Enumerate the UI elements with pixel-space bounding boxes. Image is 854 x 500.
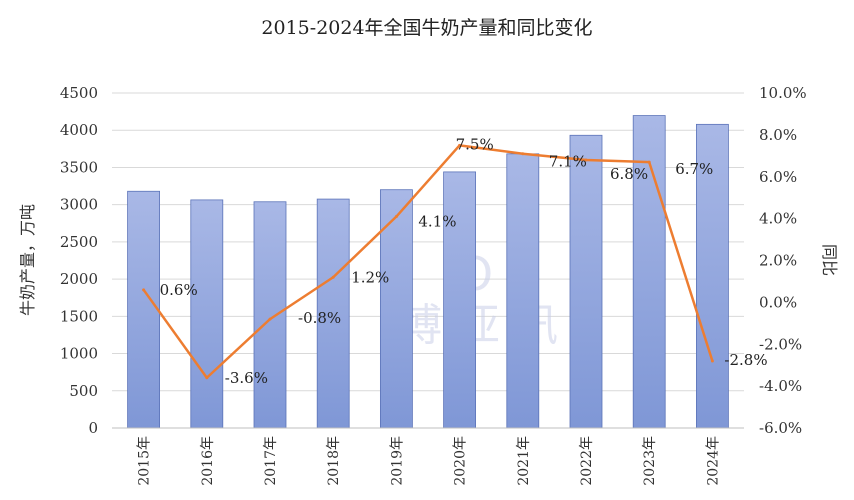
y2-tick-label: -2.0% [759, 335, 802, 353]
line-series [142, 143, 714, 380]
data-label: 1.2% [351, 268, 389, 286]
y2-tick-label: 6.0% [759, 168, 797, 186]
data-label: -3.6% [225, 369, 268, 387]
y2-tick-label: 0.0% [759, 293, 797, 311]
y2-tick-label: -4.0% [759, 377, 802, 395]
x-tick-label: 2024年 [705, 436, 721, 486]
y2-axis-title: 同比 [820, 244, 839, 276]
y-tick-label: 1000 [60, 345, 98, 363]
bar [506, 153, 540, 429]
y-tick-label: 4500 [60, 84, 98, 102]
y-tick-label: 1500 [60, 307, 98, 325]
chart-title: 2015-2024年全国牛奶产量和同比变化 [261, 17, 592, 39]
data-label: 6.8% [610, 165, 648, 183]
left-axis-ticks: 0 500 1000 1500 2000 2500 3000 3500 4000 4500 [60, 84, 98, 437]
data-label: 0.6% [160, 281, 198, 299]
y-tick-label: 2000 [60, 270, 98, 288]
bar [190, 199, 224, 429]
line-point [521, 152, 525, 156]
line-point [584, 158, 588, 162]
line-point [394, 215, 398, 219]
y2-tick-label: 4.0% [759, 210, 797, 228]
data-label: 6.7% [675, 160, 713, 178]
line-point [142, 288, 146, 292]
data-label: 7.1% [549, 153, 587, 171]
y2-tick-label: 2.0% [759, 252, 797, 270]
y2-tick-label: 10.0% [759, 84, 807, 102]
x-tick-label: 2015年 [137, 436, 153, 486]
line-series-path [142, 144, 714, 379]
y-tick-label: 3500 [60, 158, 98, 176]
x-tick-label: 2021年 [516, 436, 532, 486]
x-tick-label: 2023年 [642, 436, 658, 486]
line-point [647, 160, 651, 164]
right-axis-ticks: -6.0% -4.0% -2.0% 0.0% 2.0% 4.0% 6.0% 8.0% 10.0% [759, 84, 807, 437]
x-tick-label: 2016年 [200, 436, 216, 486]
x-tick-label: 2017年 [263, 436, 279, 486]
line-point [710, 359, 714, 363]
data-labels: 0.6% -3.6% -0.8% 1.2% 4.1% 7.5% 7.1% 6.8% 6.7% -2… [160, 135, 768, 386]
x-axis-ticks: 2015年 2016年 2017年 2018年 2019年 2020年 2021年 2022年… [137, 436, 722, 486]
bar [569, 134, 603, 429]
bar [443, 171, 477, 429]
line-point [268, 317, 272, 321]
bar [379, 189, 413, 429]
y-tick-label: 500 [69, 382, 98, 400]
line-point [205, 376, 209, 380]
x-tick-label: 2022年 [579, 436, 595, 486]
data-label: -0.8% [298, 309, 341, 327]
y-tick-label: 3000 [60, 196, 98, 214]
y-tick-label: 4000 [60, 121, 98, 139]
x-tick-label: 2019年 [389, 436, 405, 486]
bar [253, 201, 287, 429]
line-point [331, 275, 335, 279]
bar [696, 123, 729, 429]
x-tick-label: 2018年 [326, 436, 342, 486]
y-tick-label: 2500 [60, 233, 98, 251]
data-label: 7.5% [456, 135, 494, 153]
y-tick-label: 0 [88, 419, 98, 437]
bar [316, 198, 350, 429]
y2-tick-label: 8.0% [759, 126, 797, 144]
y-axis-title: 牛奶产量，万吨 [18, 204, 37, 316]
bar [632, 115, 666, 429]
bar [127, 190, 160, 429]
y2-tick-label: -6.0% [759, 419, 802, 437]
bar-series [112, 115, 744, 429]
data-label: -2.8% [724, 351, 767, 369]
x-tick-label: 2020年 [453, 436, 469, 486]
line-point [458, 143, 462, 147]
data-label: 4.1% [418, 213, 456, 231]
